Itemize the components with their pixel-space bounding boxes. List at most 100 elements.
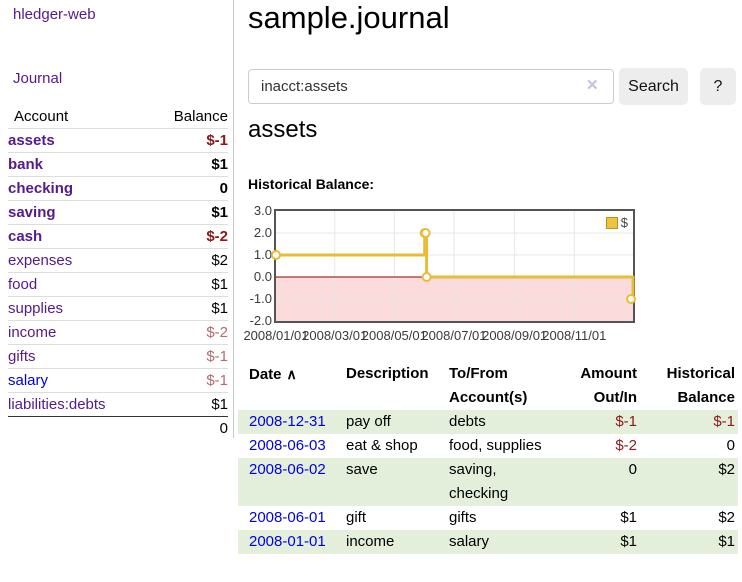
x-axis: 2008/01/01 2008/03/01 2008/05/01 2008/07/01… (243, 328, 742, 344)
table-row: 2008-12-31 pay off debts $-1 $-1 (238, 410, 738, 434)
account-balance: $2 (211, 251, 228, 269)
account-row: checking 0 (8, 176, 228, 200)
date-link[interactable]: 2008-06-03 (249, 437, 326, 454)
search-input[interactable] (248, 69, 614, 104)
account-balance: $1 (211, 155, 228, 173)
account-balance: $1 (211, 203, 228, 221)
balance-cell: $2 (718, 509, 735, 526)
page-title: sample.journal (248, 0, 450, 35)
balance-cell: 0 (726, 437, 735, 454)
table-row: 2008-06-02 save saving, checking 0 $2 (238, 458, 738, 506)
amount-cell: $-1 (615, 413, 637, 430)
account-balance: $1 (211, 395, 228, 413)
register-header-date[interactable]: Date ∧ (249, 366, 297, 383)
register-header-accounts: To/From Account(s) (449, 365, 528, 406)
account-link-assets[interactable]: assets (8, 131, 55, 149)
description-cell: pay off (346, 413, 391, 430)
amount-cell: $1 (620, 533, 637, 550)
account-row: assets $-1 (8, 128, 228, 152)
account-link-liabilities-debts[interactable]: liabilities:debts (8, 395, 106, 413)
y-axis-tick: -1.0 (249, 291, 272, 306)
legend-label: $ (620, 215, 628, 230)
account-row: gifts $-1 (8, 344, 228, 368)
historical-balance-chart: 3.0 2.0 1.0 0.0 -1.0 -2.0 $ 2008/01/01 2008/03… (243, 203, 742, 347)
amount-cell: $1 (620, 509, 637, 526)
x-axis-tick: 2008/03/01 (302, 328, 368, 343)
app-title-link[interactable]: hledger-web (13, 6, 96, 23)
account-link-cash[interactable]: cash (8, 227, 43, 245)
account-row: bank $1 (8, 152, 228, 176)
accounts-cell: salary (449, 533, 490, 550)
account-row: salary $-1 (8, 368, 228, 392)
account-row: food $1 (8, 272, 228, 296)
account-balance: $-2 (206, 323, 228, 341)
account-link-expenses[interactable]: expenses (8, 251, 73, 269)
y-axis-tick: 2.0 (253, 225, 272, 240)
sidebar-item-journal[interactable]: Journal (13, 70, 63, 87)
account-link-salary[interactable]: salary (8, 371, 49, 389)
account-link-saving[interactable]: saving (8, 203, 56, 221)
account-balance: $-2 (206, 227, 228, 245)
plot-area[interactable]: $ (271, 209, 636, 323)
x-axis-tick: 2008/01/01 (243, 328, 309, 343)
help-button[interactable]: ? (700, 68, 736, 105)
accounts-cell: saving, checking (449, 461, 509, 502)
account-row: income $-2 (8, 320, 228, 344)
account-link-bank[interactable]: bank (8, 155, 44, 173)
accounts-header-balance: Balance (173, 107, 228, 125)
account-row: saving $1 (8, 200, 228, 224)
date-link[interactable]: 2008-01-01 (249, 533, 326, 550)
register-table: Date ∧ Description To/From Account(s) Amou… (238, 362, 738, 554)
x-axis-tick: 2008/05/01 (361, 328, 427, 343)
accounts-cell: debts (449, 413, 486, 430)
legend-swatch-icon (605, 216, 618, 229)
y-axis-tick: 1.0 (253, 247, 272, 262)
description-cell: gift (346, 509, 367, 526)
amount-cell: 0 (628, 461, 637, 478)
data-point-marker (420, 228, 431, 238)
account-link-gifts[interactable]: gifts (8, 347, 36, 365)
sidebar: hledger-web Journal Account Balance asse… (0, 0, 234, 438)
data-point-marker (626, 294, 636, 304)
date-link[interactable]: 2008-12-31 (249, 413, 326, 430)
account-link-income[interactable]: income (8, 323, 57, 341)
x-axis-tick: 2008/11/01 (542, 328, 607, 343)
account-row: expenses $2 (8, 248, 228, 272)
account-link-food[interactable]: food (8, 275, 38, 293)
account-balance: $-1 (206, 347, 228, 365)
accounts-total-row: 0 (8, 416, 228, 440)
accounts-cell: food, supplies (449, 437, 542, 454)
register-header-row: Date ∧ Description To/From Account(s) Amou… (238, 362, 738, 410)
description-cell: income (346, 533, 395, 550)
account-balance: $-1 (206, 131, 228, 149)
register-header-balance: Historical Balance (666, 365, 735, 406)
chart-legend: $ (603, 214, 630, 231)
account-balance: $1 (211, 275, 228, 293)
accounts-header-row: Account Balance (8, 105, 228, 128)
accounts-total-value: 0 (219, 419, 228, 437)
account-balance: 0 (219, 179, 228, 197)
search-button[interactable]: Search (619, 68, 688, 105)
date-link[interactable]: 2008-06-02 (249, 461, 326, 478)
account-balance: $1 (211, 299, 228, 317)
account-link-checking[interactable]: checking (8, 179, 74, 197)
table-row: 2008-01-01 income salary $1 $1 (238, 530, 738, 554)
data-point-marker (421, 272, 432, 282)
register-header-description: Description (346, 365, 429, 382)
accounts-table: Account Balance assets $-1 bank $1 check… (8, 105, 228, 440)
chart-title: Historical Balance: (248, 176, 375, 192)
account-row: liabilities:debts $1 (8, 392, 228, 416)
account-heading: assets (248, 116, 318, 143)
balance-cell: $1 (718, 533, 735, 550)
table-row: 2008-06-01 gift gifts $1 $2 (238, 506, 738, 530)
description-cell: eat & shop (346, 437, 418, 454)
clear-search-icon[interactable]: ✕ (586, 77, 599, 94)
x-axis-tick: 2008/09/01 (482, 328, 548, 343)
balance-cell: $-1 (713, 413, 735, 430)
sort-ascending-icon: ∧ (286, 366, 297, 382)
data-point-marker (271, 250, 281, 260)
account-link-supplies[interactable]: supplies (8, 299, 64, 317)
date-link[interactable]: 2008-06-01 (249, 509, 326, 526)
chart-canvas (271, 211, 636, 321)
register-header-amount: Amount Out/In (580, 365, 637, 406)
